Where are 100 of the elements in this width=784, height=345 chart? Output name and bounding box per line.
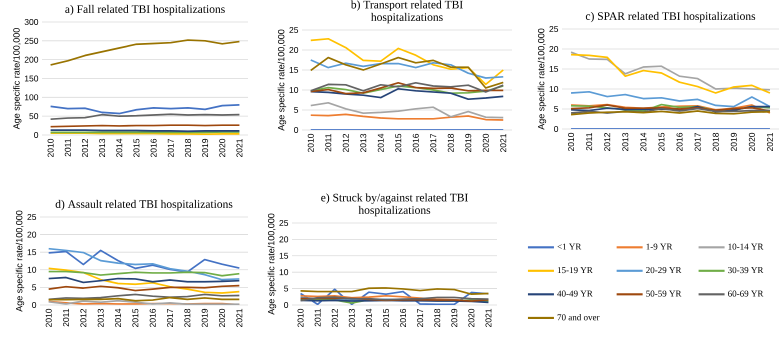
x-tick-label: 2015 xyxy=(658,132,664,152)
x-tick-label: 2019 xyxy=(465,134,472,152)
line-series xyxy=(48,248,240,280)
x-tick-label: 2010 xyxy=(298,308,304,328)
legend-label: 15-19 YR xyxy=(558,267,593,274)
x-tick-label: 2011 xyxy=(586,132,592,150)
y-tick-label: 25 xyxy=(27,214,36,220)
line-series xyxy=(48,268,240,294)
x-tick-label: 2012 xyxy=(342,134,349,152)
x-tick-label: 2020 xyxy=(482,134,489,152)
y-tick-label: 300 xyxy=(24,18,38,25)
x-tick-label: 2013 xyxy=(622,132,628,152)
x-tick-label: 2014 xyxy=(366,308,372,328)
legend-label: 50-59 YR xyxy=(646,290,682,297)
x-tick-label: 2020 xyxy=(219,308,226,328)
x-tick-label: 2021 xyxy=(236,138,242,158)
x-tick-label: 2012 xyxy=(80,308,86,328)
x-tick-label: 2011 xyxy=(325,134,332,152)
x-tick-label: 2011 xyxy=(64,138,71,156)
x-tick-label: 2010 xyxy=(568,132,574,152)
y-tick-label: 10 xyxy=(28,266,36,273)
y-tick-label: 15 xyxy=(550,66,558,72)
x-tick-label: 2018 xyxy=(434,308,440,328)
x-tick-label: 2019 xyxy=(451,308,458,328)
x-tick-label: 2020 xyxy=(468,308,474,328)
y-tick-label: 0 xyxy=(32,302,36,308)
x-tick-label: 2013 xyxy=(348,308,355,328)
x-tick-label: 2013 xyxy=(99,138,106,158)
y-tick-label: 25 xyxy=(289,26,298,33)
chart-title: a) Fall related TBI hospitalizations xyxy=(65,4,225,16)
chart-title: d) Assault related TBI hospitalizations xyxy=(56,200,232,210)
y-tick-label: 5 xyxy=(32,284,36,290)
x-tick-label: 2019 xyxy=(202,138,208,158)
x-tick-label: 2018 xyxy=(184,138,191,158)
y-tick-label: 15 xyxy=(290,67,298,73)
y-tick-label: 25 xyxy=(279,220,288,226)
line-series xyxy=(310,56,504,89)
line-series xyxy=(310,38,504,86)
x-tick-label: 2016 xyxy=(412,134,419,152)
x-tick-label: 2012 xyxy=(332,308,338,328)
legend-label: 70 and over xyxy=(558,314,600,320)
x-tick-label: 2015 xyxy=(133,138,140,158)
x-tick-label: 2011 xyxy=(63,308,70,326)
x-tick-label: 2017 xyxy=(168,138,174,158)
y-tick-label: 10 xyxy=(290,86,298,93)
y-axis-title: Age specific rate/100,000 xyxy=(13,28,22,130)
legend-label: 1-9 YR xyxy=(646,244,672,250)
x-tick-label: 2018 xyxy=(448,134,454,152)
x-tick-label: 2015 xyxy=(382,308,389,328)
x-tick-label: 2014 xyxy=(115,308,122,328)
line-series xyxy=(570,90,771,108)
y-axis-title: Age specific rate/100,000 xyxy=(538,28,546,130)
x-tick-label: 2020 xyxy=(219,138,226,158)
x-tick-label: 2017 xyxy=(430,134,436,152)
y-tick-label: 15 xyxy=(280,252,288,259)
x-tick-label: 2012 xyxy=(82,138,88,158)
x-tick-label: 2010 xyxy=(48,138,54,158)
x-tick-label: 2020 xyxy=(748,132,755,152)
x-tick-label: 2016 xyxy=(150,308,156,328)
x-tick-label: 2021 xyxy=(485,308,492,328)
chart-title: c) SPAR related TBI hospitalizations xyxy=(586,12,756,22)
y-tick-label: 20 xyxy=(549,46,558,52)
y-tick-label: 5 xyxy=(284,286,288,292)
legend-label: 60-69 YR xyxy=(728,290,764,297)
y-tick-label: 5 xyxy=(554,106,558,112)
x-tick-label: 2017 xyxy=(694,132,701,152)
x-tick-label: 2013 xyxy=(98,308,104,328)
x-tick-label: 2018 xyxy=(184,308,190,328)
x-tick-label: 2010 xyxy=(46,308,52,328)
x-tick-label: 2021 xyxy=(500,134,506,152)
y-tick-label: 0 xyxy=(294,126,298,133)
x-tick-label: 2011 xyxy=(314,308,321,326)
x-tick-label: 2016 xyxy=(150,138,157,158)
y-tick-label: 50 xyxy=(29,113,38,120)
x-tick-label: 2013 xyxy=(360,134,366,152)
x-tick-label: 2014 xyxy=(378,134,384,152)
y-axis-title: Age specific rate/100,000 xyxy=(16,210,24,312)
x-tick-label: 2010 xyxy=(308,134,314,152)
y-tick-label: 5 xyxy=(294,107,298,113)
line-series xyxy=(48,250,240,273)
y-tick-label: 100 xyxy=(24,94,38,100)
y-tick-label: 150 xyxy=(24,75,38,82)
line-series xyxy=(50,104,240,114)
x-tick-label: 2012 xyxy=(604,132,610,152)
x-tick-label: 2015 xyxy=(132,308,138,328)
chart-title: b) Transport related TBI hospitalizations xyxy=(350,0,463,24)
y-tick-label: 10 xyxy=(550,86,558,92)
x-tick-label: 2019 xyxy=(730,132,737,152)
y-tick-label: 0 xyxy=(554,126,558,132)
y-tick-label: 20 xyxy=(27,232,36,238)
x-tick-label: 2014 xyxy=(640,132,646,152)
x-tick-label: 2019 xyxy=(202,308,208,328)
x-tick-label: 2018 xyxy=(712,132,719,152)
x-tick-label: 2017 xyxy=(417,308,424,328)
x-tick-label: 2015 xyxy=(395,134,402,152)
y-tick-label: 25 xyxy=(549,26,558,32)
legend-label: 10-14 YR xyxy=(728,244,764,250)
line-series xyxy=(50,39,240,66)
x-tick-label: 2016 xyxy=(400,308,406,328)
x-tick-label: 2021 xyxy=(766,132,773,152)
